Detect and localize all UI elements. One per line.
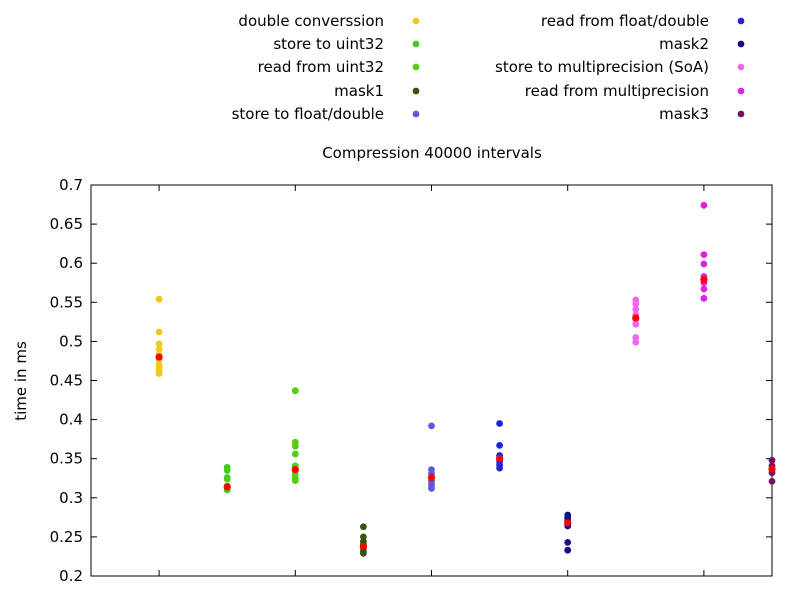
y-tick-label: 0.5 — [59, 332, 83, 350]
data-point — [155, 295, 163, 303]
legend-label: read from float/double — [541, 12, 709, 30]
legend-label: double converssion — [238, 12, 384, 30]
y-tick-label: 0.2 — [59, 567, 83, 585]
y-tick-label: 0.4 — [59, 411, 83, 429]
mean-point — [155, 353, 163, 361]
series-8 — [700, 201, 708, 302]
series-6 — [564, 511, 572, 554]
data-point — [428, 422, 435, 430]
data-point — [564, 538, 572, 546]
series-7 — [632, 296, 640, 346]
data-point — [632, 338, 640, 346]
mean-point — [564, 519, 572, 527]
axes: 0.2 0.25 0.3 0.35 0.4 0.45 0.5 0.55 0.6 0.65 0.7 — [50, 176, 773, 585]
mean-point — [223, 483, 231, 491]
series-0 — [155, 295, 163, 377]
legend-marker — [737, 40, 745, 48]
data-point — [700, 294, 708, 302]
data-point — [155, 345, 163, 353]
legend-marker — [412, 110, 420, 118]
legend-label: read from uint32 — [258, 58, 384, 76]
data-point — [223, 475, 231, 483]
data-point — [291, 442, 299, 450]
y-tick-label: 0.35 — [50, 450, 83, 468]
legend-label: mask3 — [659, 105, 709, 123]
data-point — [496, 442, 503, 449]
y-tick-label: 0.55 — [50, 293, 83, 311]
data-point — [291, 477, 299, 484]
data-point — [700, 251, 708, 258]
legend-marker — [412, 87, 420, 95]
plot-frame — [90, 184, 773, 577]
data-point — [428, 485, 435, 492]
legend-marker — [412, 40, 420, 48]
data-point — [632, 305, 640, 313]
mean-point — [291, 466, 299, 474]
mean-point — [700, 276, 708, 284]
data-point — [291, 450, 299, 458]
data-point — [155, 328, 163, 336]
data-points — [155, 201, 776, 557]
y-tick-label: 0.25 — [50, 528, 83, 546]
data-point — [632, 320, 640, 328]
data-point — [291, 387, 299, 395]
legend-marker — [412, 63, 420, 71]
legend-marker — [737, 63, 745, 71]
mean-point — [496, 455, 504, 463]
data-point — [223, 467, 231, 474]
y-axis-label: time in ms — [12, 341, 30, 421]
series-4 — [428, 422, 435, 492]
mean-point — [632, 314, 640, 322]
y-tick-label: 0.7 — [59, 176, 83, 194]
data-point — [632, 300, 640, 308]
series-3 — [360, 523, 367, 557]
y-tick-label: 0.3 — [59, 489, 83, 507]
legend-marker — [412, 17, 420, 25]
data-point — [496, 464, 503, 472]
data-point — [496, 420, 503, 427]
y-tick-label: 0.65 — [50, 215, 83, 233]
legend-marker — [737, 110, 745, 118]
legend-label: read from multiprecision — [525, 82, 709, 100]
y-tick-label: 0.45 — [50, 372, 83, 390]
series-5 — [496, 420, 503, 472]
mean-markers — [155, 276, 776, 550]
data-point — [700, 285, 708, 293]
mean-point — [427, 473, 436, 482]
data-point — [155, 370, 163, 377]
data-point — [360, 549, 367, 557]
legend-label: mask2 — [659, 35, 709, 53]
data-point — [564, 546, 572, 554]
mean-point — [768, 465, 776, 473]
data-point — [700, 260, 708, 268]
data-point — [768, 456, 776, 464]
data-point — [632, 334, 640, 341]
data-point — [360, 523, 367, 531]
mean-point — [359, 542, 367, 550]
legend-marker — [737, 87, 745, 95]
data-point — [700, 201, 708, 209]
data-point — [155, 340, 163, 348]
data-point — [360, 533, 367, 541]
data-point — [768, 477, 776, 485]
legend-label: store to multiprecision (SoA) — [495, 58, 709, 76]
legend-label: mask1 — [334, 82, 384, 100]
legend-label: store to uint32 — [273, 35, 384, 53]
chart-title: Compression 40000 intervals — [322, 144, 542, 162]
y-tick-label: 0.6 — [59, 254, 83, 272]
legend-label: store to float/double — [232, 105, 384, 123]
legend: double converssion store to uint32 read fr… — [232, 12, 745, 123]
legend-marker — [737, 17, 745, 25]
